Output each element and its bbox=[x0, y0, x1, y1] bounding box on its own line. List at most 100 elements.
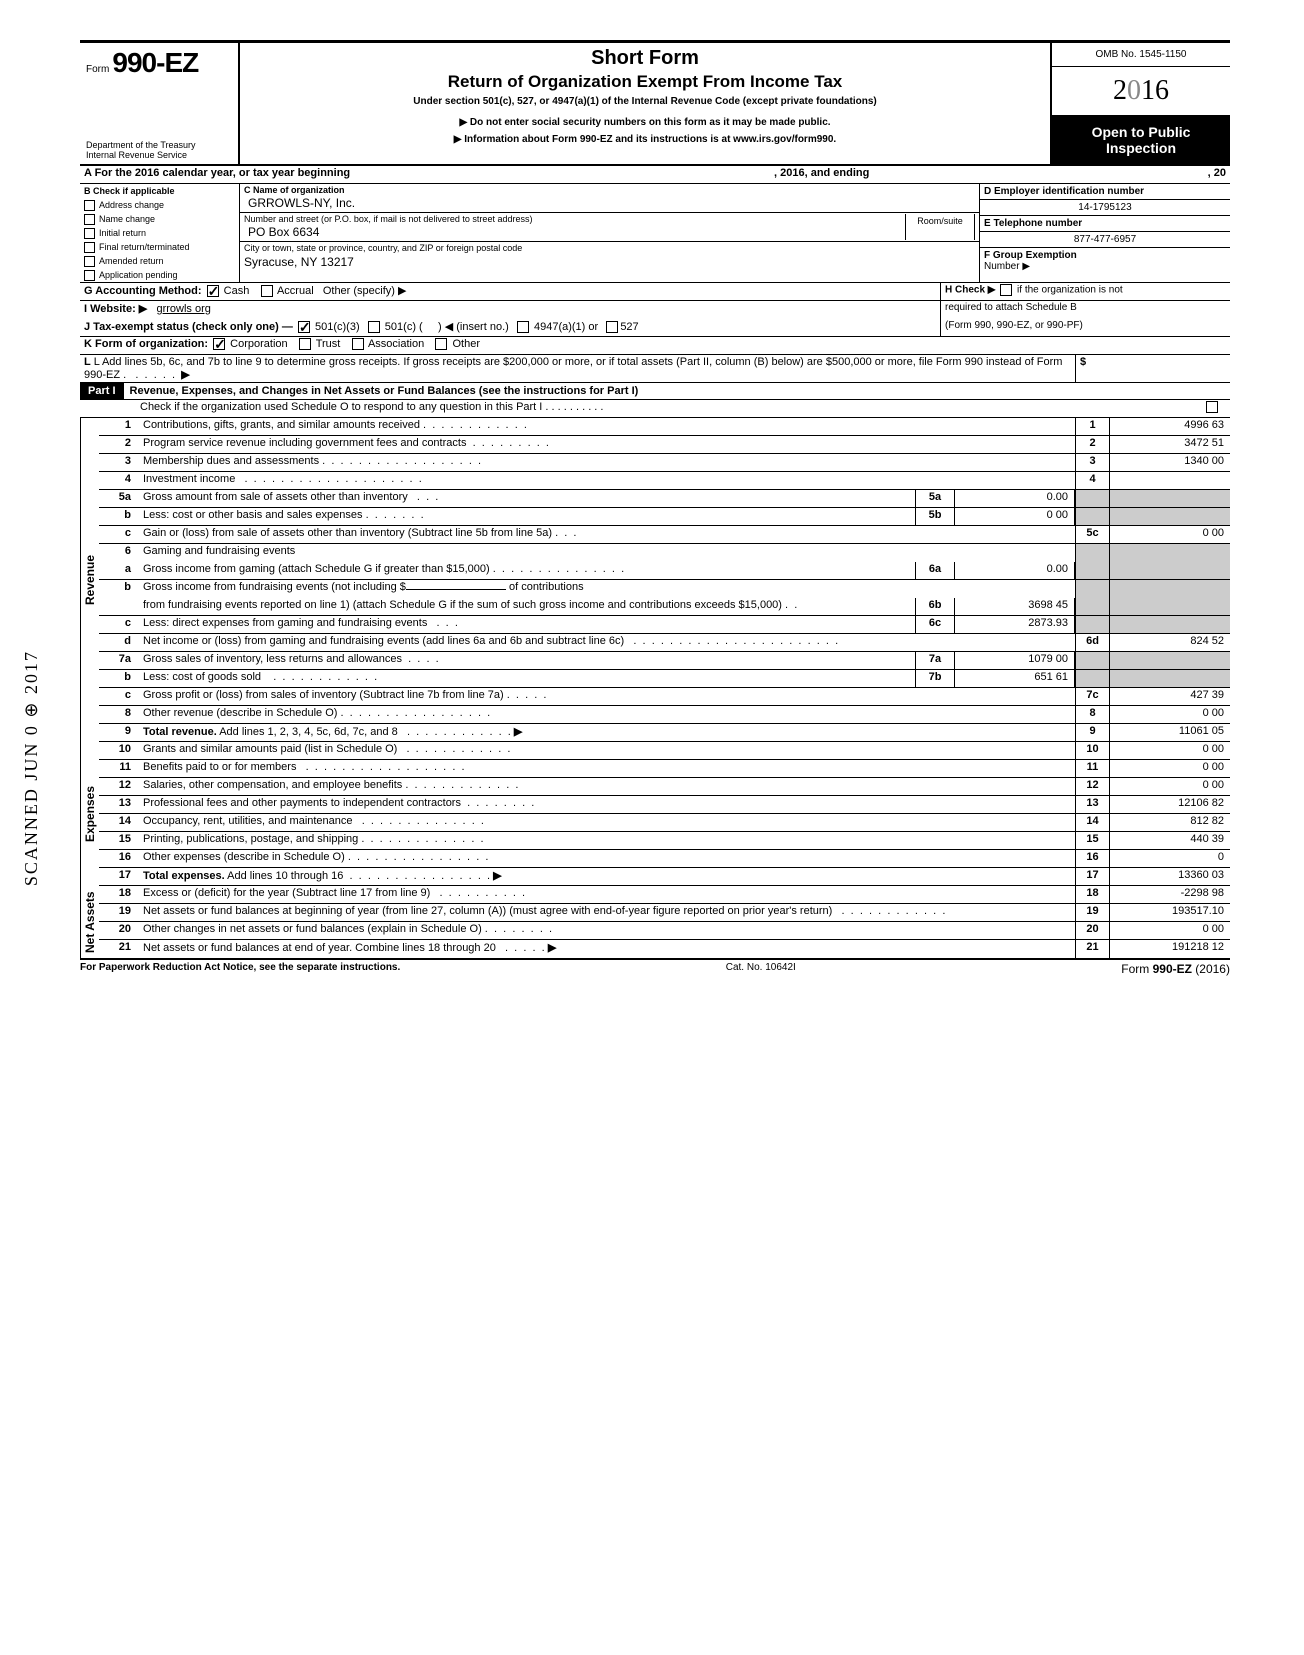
line-l: L L Add lines 5b, 6c, and 7b to line 9 t… bbox=[80, 355, 1230, 383]
form-prefix: Form bbox=[86, 64, 109, 75]
line-21: 21Net assets or fund balances at end of … bbox=[99, 940, 1230, 958]
check-cash[interactable] bbox=[207, 285, 219, 297]
line-17: 17Total expenses. Add lines 10 through 1… bbox=[99, 868, 1230, 886]
check-527[interactable] bbox=[606, 321, 618, 333]
check-address-change[interactable]: Address change bbox=[80, 198, 239, 212]
line-11: 11Benefits paid to or for members . . . … bbox=[99, 760, 1230, 778]
ssn-warning: ▶ Do not enter social security numbers o… bbox=[250, 117, 1040, 128]
paperwork-notice: For Paperwork Reduction Act Notice, see … bbox=[80, 962, 400, 976]
line-g-label: G Accounting Method: bbox=[84, 285, 202, 297]
check-application-pending[interactable]: Application pending bbox=[80, 268, 239, 282]
ein-value: 14-1795123 bbox=[980, 200, 1230, 216]
city-label: City or town, state or province, country… bbox=[240, 242, 979, 254]
check-association[interactable] bbox=[352, 338, 364, 350]
section-f-number-label: Number ▶ bbox=[984, 261, 1030, 272]
website-value: grrowls org bbox=[156, 303, 210, 315]
line-h-text4: (Form 990, 990-EZ, or 990-PF) bbox=[940, 319, 1230, 336]
line-6d: dNet income or (loss) from gaming and fu… bbox=[99, 634, 1230, 652]
line-13: 13Professional fees and other payments t… bbox=[99, 796, 1230, 814]
check-final-return[interactable]: Final return/terminated bbox=[80, 240, 239, 254]
section-c-label: C Name of organization bbox=[244, 185, 975, 195]
line-6a: aGross income from gaming (attach Schedu… bbox=[99, 562, 1230, 580]
revenue-label: Revenue bbox=[80, 418, 99, 742]
line-18: 18Excess or (deficit) for the year (Subt… bbox=[99, 886, 1230, 904]
check-other-org[interactable] bbox=[435, 338, 447, 350]
part-1-header: Part I Revenue, Expenses, and Changes in… bbox=[80, 383, 1230, 400]
check-accrual[interactable] bbox=[261, 285, 273, 297]
check-4947a1[interactable] bbox=[517, 321, 529, 333]
scanned-stamp: SCANNED JUN 0 ⊕ 2017 bbox=[20, 650, 42, 886]
dept-line-1: Department of the Treasury bbox=[86, 140, 232, 150]
part-1-title: Revenue, Expenses, and Changes in Net As… bbox=[124, 383, 1230, 399]
info-line: ▶ Information about Form 990-EZ and its … bbox=[250, 134, 1040, 145]
line-k-label: K Form of organization: bbox=[84, 338, 208, 350]
line-3: 3Membership dues and assessments . . . .… bbox=[99, 454, 1230, 472]
return-title: Return of Organization Exempt From Incom… bbox=[250, 72, 1040, 92]
check-corporation[interactable] bbox=[213, 338, 225, 350]
net-assets-label: Net Assets bbox=[80, 886, 99, 958]
check-501c3[interactable] bbox=[298, 321, 310, 333]
line-9: 9Total revenue. Add lines 1, 2, 3, 4, 5c… bbox=[99, 724, 1230, 742]
form-990ez: Form 990-EZ Department of the Treasury I… bbox=[80, 40, 1230, 976]
under-section: Under section 501(c), 527, or 4947(a)(1)… bbox=[250, 96, 1040, 107]
line-g-h: G Accounting Method: Cash Accrual Other … bbox=[80, 283, 1230, 301]
telephone-value: 877-477-6957 bbox=[980, 232, 1230, 248]
line-h-text3: required to attach Schedule B bbox=[940, 301, 1230, 319]
dept-line-2: Internal Revenue Service bbox=[86, 150, 232, 160]
line-20: 20Other changes in net assets or fund ba… bbox=[99, 922, 1230, 940]
line-7c: cGross profit or (loss) from sales of in… bbox=[99, 688, 1230, 706]
line-5b: bLess: cost or other basis and sales exp… bbox=[99, 508, 1230, 526]
line-l-dollar: $ bbox=[1080, 356, 1086, 368]
line-8: 8Other revenue (describe in Schedule O) … bbox=[99, 706, 1230, 724]
revenue-section: Revenue 1Contributions, gifts, grants, a… bbox=[80, 418, 1230, 742]
catalog-number: Cat. No. 10642I bbox=[726, 962, 796, 976]
part-1-label: Part I bbox=[80, 383, 124, 399]
line-15: 15Printing, publications, postage, and s… bbox=[99, 832, 1230, 850]
line-7a: 7aGross sales of inventory, less returns… bbox=[99, 652, 1230, 670]
expenses-label: Expenses bbox=[80, 742, 99, 886]
line-5a: 5aGross amount from sale of assets other… bbox=[99, 490, 1230, 508]
section-f-label: F Group Exemption bbox=[984, 250, 1077, 261]
addr-label: Number and street (or P.O. box, if mail … bbox=[244, 214, 905, 224]
line-14: 14Occupancy, rent, utilities, and mainte… bbox=[99, 814, 1230, 832]
form-version: Form 990-EZ (2016) bbox=[1121, 962, 1230, 976]
section-e-label: E Telephone number bbox=[980, 216, 1230, 232]
line-6b-1: bGross income from fundraising events (n… bbox=[99, 580, 1230, 598]
line-6: 6Gaming and fundraising events bbox=[99, 544, 1230, 562]
tax-year: 2016 bbox=[1052, 67, 1230, 116]
line-6c: cLess: direct expenses from gaming and f… bbox=[99, 616, 1230, 634]
line-k: K Form of organization: Corporation Trus… bbox=[80, 337, 1230, 355]
net-assets-section: Net Assets 18Excess or (deficit) for the… bbox=[80, 886, 1230, 960]
check-501c[interactable] bbox=[368, 321, 380, 333]
line-7b: bLess: cost of goods sold . . . . . . . … bbox=[99, 670, 1230, 688]
check-schedule-b[interactable] bbox=[1000, 284, 1012, 296]
form-header: Form 990-EZ Department of the Treasury I… bbox=[80, 40, 1230, 166]
line-j: J Tax-exempt status (check only one) — 5… bbox=[80, 319, 1230, 337]
form-footer: For Paperwork Reduction Act Notice, see … bbox=[80, 960, 1230, 976]
line-10: 10Grants and similar amounts paid (list … bbox=[99, 742, 1230, 760]
line-i: I Website: ▶ grrowls org required to att… bbox=[80, 301, 1230, 319]
line-6b-2: from fundraising events reported on line… bbox=[99, 598, 1230, 616]
line-5c: cGain or (loss) from sale of assets othe… bbox=[99, 526, 1230, 544]
check-initial-return[interactable]: Initial return bbox=[80, 226, 239, 240]
identity-block: B Check if applicable Address change Nam… bbox=[80, 184, 1230, 283]
org-name: GRROWLS-NY, Inc. bbox=[244, 195, 975, 211]
line-4: 4Investment income . . . . . . . . . . .… bbox=[99, 472, 1230, 490]
check-schedule-o[interactable] bbox=[1206, 401, 1218, 413]
expenses-section: Expenses 10Grants and similar amounts pa… bbox=[80, 742, 1230, 886]
part-1-check-line: Check if the organization used Schedule … bbox=[80, 400, 1230, 418]
line-i-label: I Website: ▶ bbox=[84, 303, 147, 315]
section-b-label: B Check if applicable bbox=[80, 184, 239, 198]
form-number: 990-EZ bbox=[112, 47, 198, 78]
line-19: 19Net assets or fund balances at beginni… bbox=[99, 904, 1230, 922]
line-j-label: J Tax-exempt status (check only one) — bbox=[84, 321, 293, 333]
line-16: 16Other expenses (describe in Schedule O… bbox=[99, 850, 1230, 868]
room-suite-label: Room/suite bbox=[905, 214, 975, 240]
org-address: PO Box 6634 bbox=[244, 224, 905, 240]
check-amended-return[interactable]: Amended return bbox=[80, 254, 239, 268]
check-trust[interactable] bbox=[299, 338, 311, 350]
section-d-label: D Employer identification number bbox=[980, 184, 1230, 200]
check-name-change[interactable]: Name change bbox=[80, 212, 239, 226]
line-12: 12Salaries, other compensation, and empl… bbox=[99, 778, 1230, 796]
line-l-text: L Add lines 5b, 6c, and 7b to line 9 to … bbox=[84, 356, 1062, 381]
